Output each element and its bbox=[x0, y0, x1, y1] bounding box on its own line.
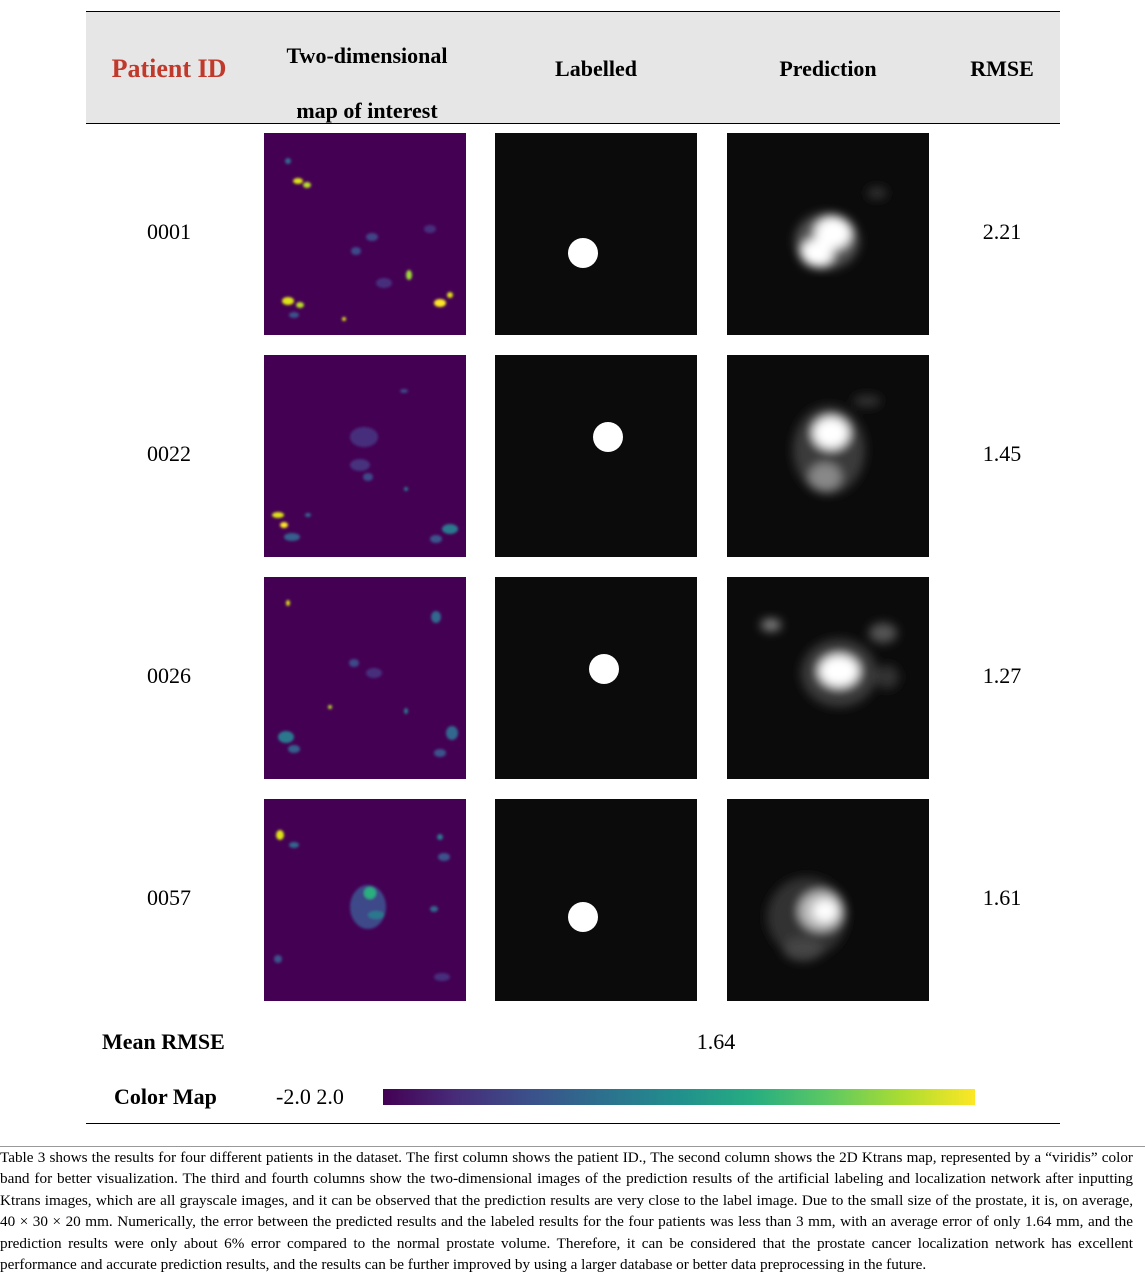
rmse-cell: 1.27 bbox=[982, 663, 1022, 688]
ktrans-map-image bbox=[264, 577, 466, 779]
table-row: 0057 bbox=[86, 799, 1060, 1021]
prediction-image bbox=[727, 355, 929, 557]
ktrans-map-image bbox=[264, 133, 466, 335]
labelled-image bbox=[495, 133, 697, 335]
ktrans-map-image bbox=[264, 355, 466, 557]
mean-rmse-label: Mean RMSE bbox=[102, 1029, 225, 1054]
header-patient-id: Patient ID bbox=[111, 54, 227, 83]
table-row: 0001 bbox=[86, 133, 1060, 355]
caption-rule bbox=[0, 1146, 1145, 1147]
ktrans-map-image bbox=[264, 799, 466, 1001]
prediction-image bbox=[727, 133, 929, 335]
patient-id-cell: 0026 bbox=[147, 663, 191, 688]
rmse-cell: 2.21 bbox=[982, 219, 1022, 244]
prediction-image bbox=[727, 577, 929, 779]
patient-id-cell: 0057 bbox=[147, 885, 191, 910]
rmse-cell: 1.45 bbox=[982, 441, 1022, 466]
table-caption: Table 3 shows the results for four diffe… bbox=[0, 1149, 1133, 1274]
viridis-color-bar bbox=[383, 1089, 975, 1105]
color-map-range: -2.0 2.0 bbox=[276, 1084, 344, 1109]
labelled-image bbox=[495, 799, 697, 1001]
rmse-cell: 1.61 bbox=[982, 885, 1022, 910]
bottom-rule bbox=[86, 1123, 1060, 1124]
header-rule bbox=[86, 123, 1060, 124]
top-rule bbox=[86, 11, 1060, 12]
header-map-line2: map of interest bbox=[296, 98, 438, 123]
header-prediction: Prediction bbox=[779, 56, 877, 81]
mean-rmse-value: 1.64 bbox=[696, 1029, 736, 1054]
color-map-label: Color Map bbox=[114, 1084, 217, 1109]
patient-id-cell: 0022 bbox=[147, 441, 191, 466]
prediction-image bbox=[727, 799, 929, 1001]
header-labelled: Labelled bbox=[555, 56, 637, 81]
patient-id-cell: 0001 bbox=[147, 219, 191, 244]
header-row: Patient ID Two-dimensional map of intere… bbox=[86, 12, 1060, 124]
header-rmse: RMSE bbox=[970, 56, 1034, 81]
header-map: Two-dimensional map of interest bbox=[264, 28, 470, 138]
header-map-line1: Two-dimensional bbox=[286, 43, 448, 68]
labelled-image bbox=[495, 577, 697, 779]
table-row: 0026 bbox=[86, 577, 1060, 799]
labelled-image bbox=[495, 355, 697, 557]
results-table: Patient ID Two-dimensional map of intere… bbox=[86, 11, 1060, 1124]
table-row: 0022 bbox=[86, 355, 1060, 577]
